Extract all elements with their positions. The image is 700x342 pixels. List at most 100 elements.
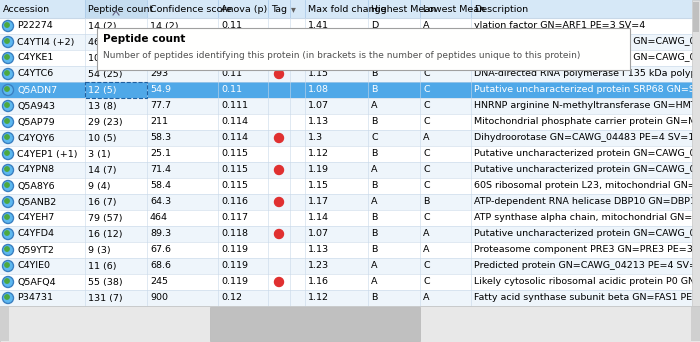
Circle shape (4, 150, 12, 158)
Bar (0, 0, 700, 306)
Text: 89.3: 89.3 (150, 229, 171, 238)
Text: 0.114: 0.114 (221, 133, 248, 143)
Bar (210, 307, 420, 341)
Bar (0, 242, 700, 258)
Text: 1.12: 1.12 (308, 149, 329, 158)
Bar (693, 2, 699, 32)
Text: 12 (5): 12 (5) (88, 86, 116, 94)
Text: 1.13: 1.13 (308, 246, 329, 254)
Text: C: C (423, 182, 430, 190)
Circle shape (274, 133, 284, 143)
Circle shape (5, 71, 9, 75)
Circle shape (4, 86, 12, 94)
Circle shape (4, 182, 12, 190)
Text: 14 (2): 14 (2) (150, 22, 178, 30)
Circle shape (5, 23, 9, 27)
Circle shape (4, 134, 12, 142)
Text: Mitochondrial phosphate carrier protein GN=MI: Mitochondrial phosphate carrier protein … (474, 118, 699, 127)
Text: Putative uncharacterized protein GN=CAWG_02: Putative uncharacterized protein GN=CAWG… (474, 166, 700, 174)
Circle shape (3, 245, 13, 255)
Text: 1.07: 1.07 (308, 229, 329, 238)
Text: Lowest Mean: Lowest Mean (423, 4, 485, 13)
Text: A: A (423, 293, 430, 303)
Text: 0.114: 0.114 (221, 118, 248, 127)
Text: 1.12: 1.12 (308, 293, 329, 303)
Text: A: A (423, 133, 430, 143)
Text: 1.14: 1.14 (308, 213, 329, 223)
Text: 0.11: 0.11 (221, 53, 242, 63)
Circle shape (3, 165, 13, 175)
Text: B: B (371, 149, 377, 158)
Bar (0, 66, 700, 82)
Text: B: B (371, 213, 377, 223)
Text: 58.4: 58.4 (150, 182, 171, 190)
Bar (0, 34, 700, 50)
Text: 79 (57): 79 (57) (88, 213, 122, 223)
Text: 64.3: 64.3 (150, 197, 171, 207)
Text: ATP-dependent RNA helicase DBP10 GN=DBP10: ATP-dependent RNA helicase DBP10 GN=DBP1… (474, 197, 700, 207)
Text: 25.1: 25.1 (150, 149, 171, 158)
Text: C4YEH7: C4YEH7 (17, 213, 55, 223)
Text: Predicted protein GN=CAWG_04213 PE=4 SV=1: Predicted protein GN=CAWG_04213 PE=4 SV=… (474, 262, 700, 271)
Bar (0, 306, 700, 342)
Circle shape (5, 87, 9, 91)
Text: 1.15: 1.15 (308, 182, 329, 190)
Circle shape (4, 214, 12, 222)
Circle shape (3, 101, 13, 111)
Bar (692, 0, 700, 306)
Text: 10 (7): 10 (7) (88, 53, 116, 63)
Text: C: C (371, 53, 377, 63)
Text: A: A (423, 229, 430, 238)
Text: B: B (371, 69, 377, 79)
Text: 0.119: 0.119 (221, 246, 248, 254)
Circle shape (5, 215, 9, 219)
Text: 0.12: 0.12 (221, 293, 242, 303)
Text: C4YTI4 (+2): C4YTI4 (+2) (17, 38, 74, 47)
Text: 54.9: 54.9 (150, 86, 171, 94)
Circle shape (274, 69, 284, 79)
Text: C: C (423, 277, 430, 287)
Bar (0, 194, 700, 210)
Bar (0, 114, 700, 130)
Circle shape (3, 292, 13, 303)
Text: 0.119: 0.119 (221, 262, 248, 271)
Text: C4YQY6: C4YQY6 (17, 133, 55, 143)
Text: HNRNP arginine N-methyltransferase GN=HMT: HNRNP arginine N-methyltransferase GN=HM… (474, 102, 696, 110)
Text: 0.11: 0.11 (221, 38, 242, 47)
Circle shape (5, 199, 9, 203)
Text: 0.116: 0.116 (221, 197, 248, 207)
Text: 13 (8): 13 (8) (88, 102, 117, 110)
Text: DNA-directed RNA polymerase I 135 kDa polype: DNA-directed RNA polymerase I 135 kDa po… (474, 69, 700, 79)
Circle shape (4, 70, 12, 78)
Text: ylation factor GN=ARF1 PE=3 SV=4: ylation factor GN=ARF1 PE=3 SV=4 (474, 22, 645, 30)
Text: Anova (p): Anova (p) (221, 4, 267, 13)
Circle shape (3, 276, 13, 288)
Text: 0.115: 0.115 (221, 166, 248, 174)
Text: 464: 464 (150, 213, 168, 223)
Circle shape (3, 228, 13, 239)
Circle shape (4, 198, 12, 206)
Text: 16 (7): 16 (7) (88, 197, 116, 207)
Bar (0, 82, 700, 98)
Text: 1.16: 1.16 (308, 277, 329, 287)
Text: C: C (423, 149, 430, 158)
Text: C: C (371, 133, 377, 143)
Text: 14 (7): 14 (7) (88, 166, 116, 174)
Text: Tag: Tag (271, 4, 287, 13)
Text: 175: 175 (150, 38, 168, 47)
Text: P34731: P34731 (17, 293, 53, 303)
Circle shape (5, 135, 9, 139)
Circle shape (4, 102, 12, 110)
Text: 9 (3): 9 (3) (88, 246, 111, 254)
Text: C: C (423, 213, 430, 223)
Circle shape (4, 166, 12, 174)
Bar (0, 307, 9, 341)
Bar (0, 274, 700, 290)
Text: 0.118: 0.118 (221, 229, 248, 238)
Circle shape (5, 247, 9, 251)
Circle shape (5, 279, 9, 283)
Text: 1.41: 1.41 (308, 38, 329, 47)
Text: P22274: P22274 (17, 22, 52, 30)
Circle shape (3, 37, 13, 48)
Text: 68.6: 68.6 (150, 262, 171, 271)
